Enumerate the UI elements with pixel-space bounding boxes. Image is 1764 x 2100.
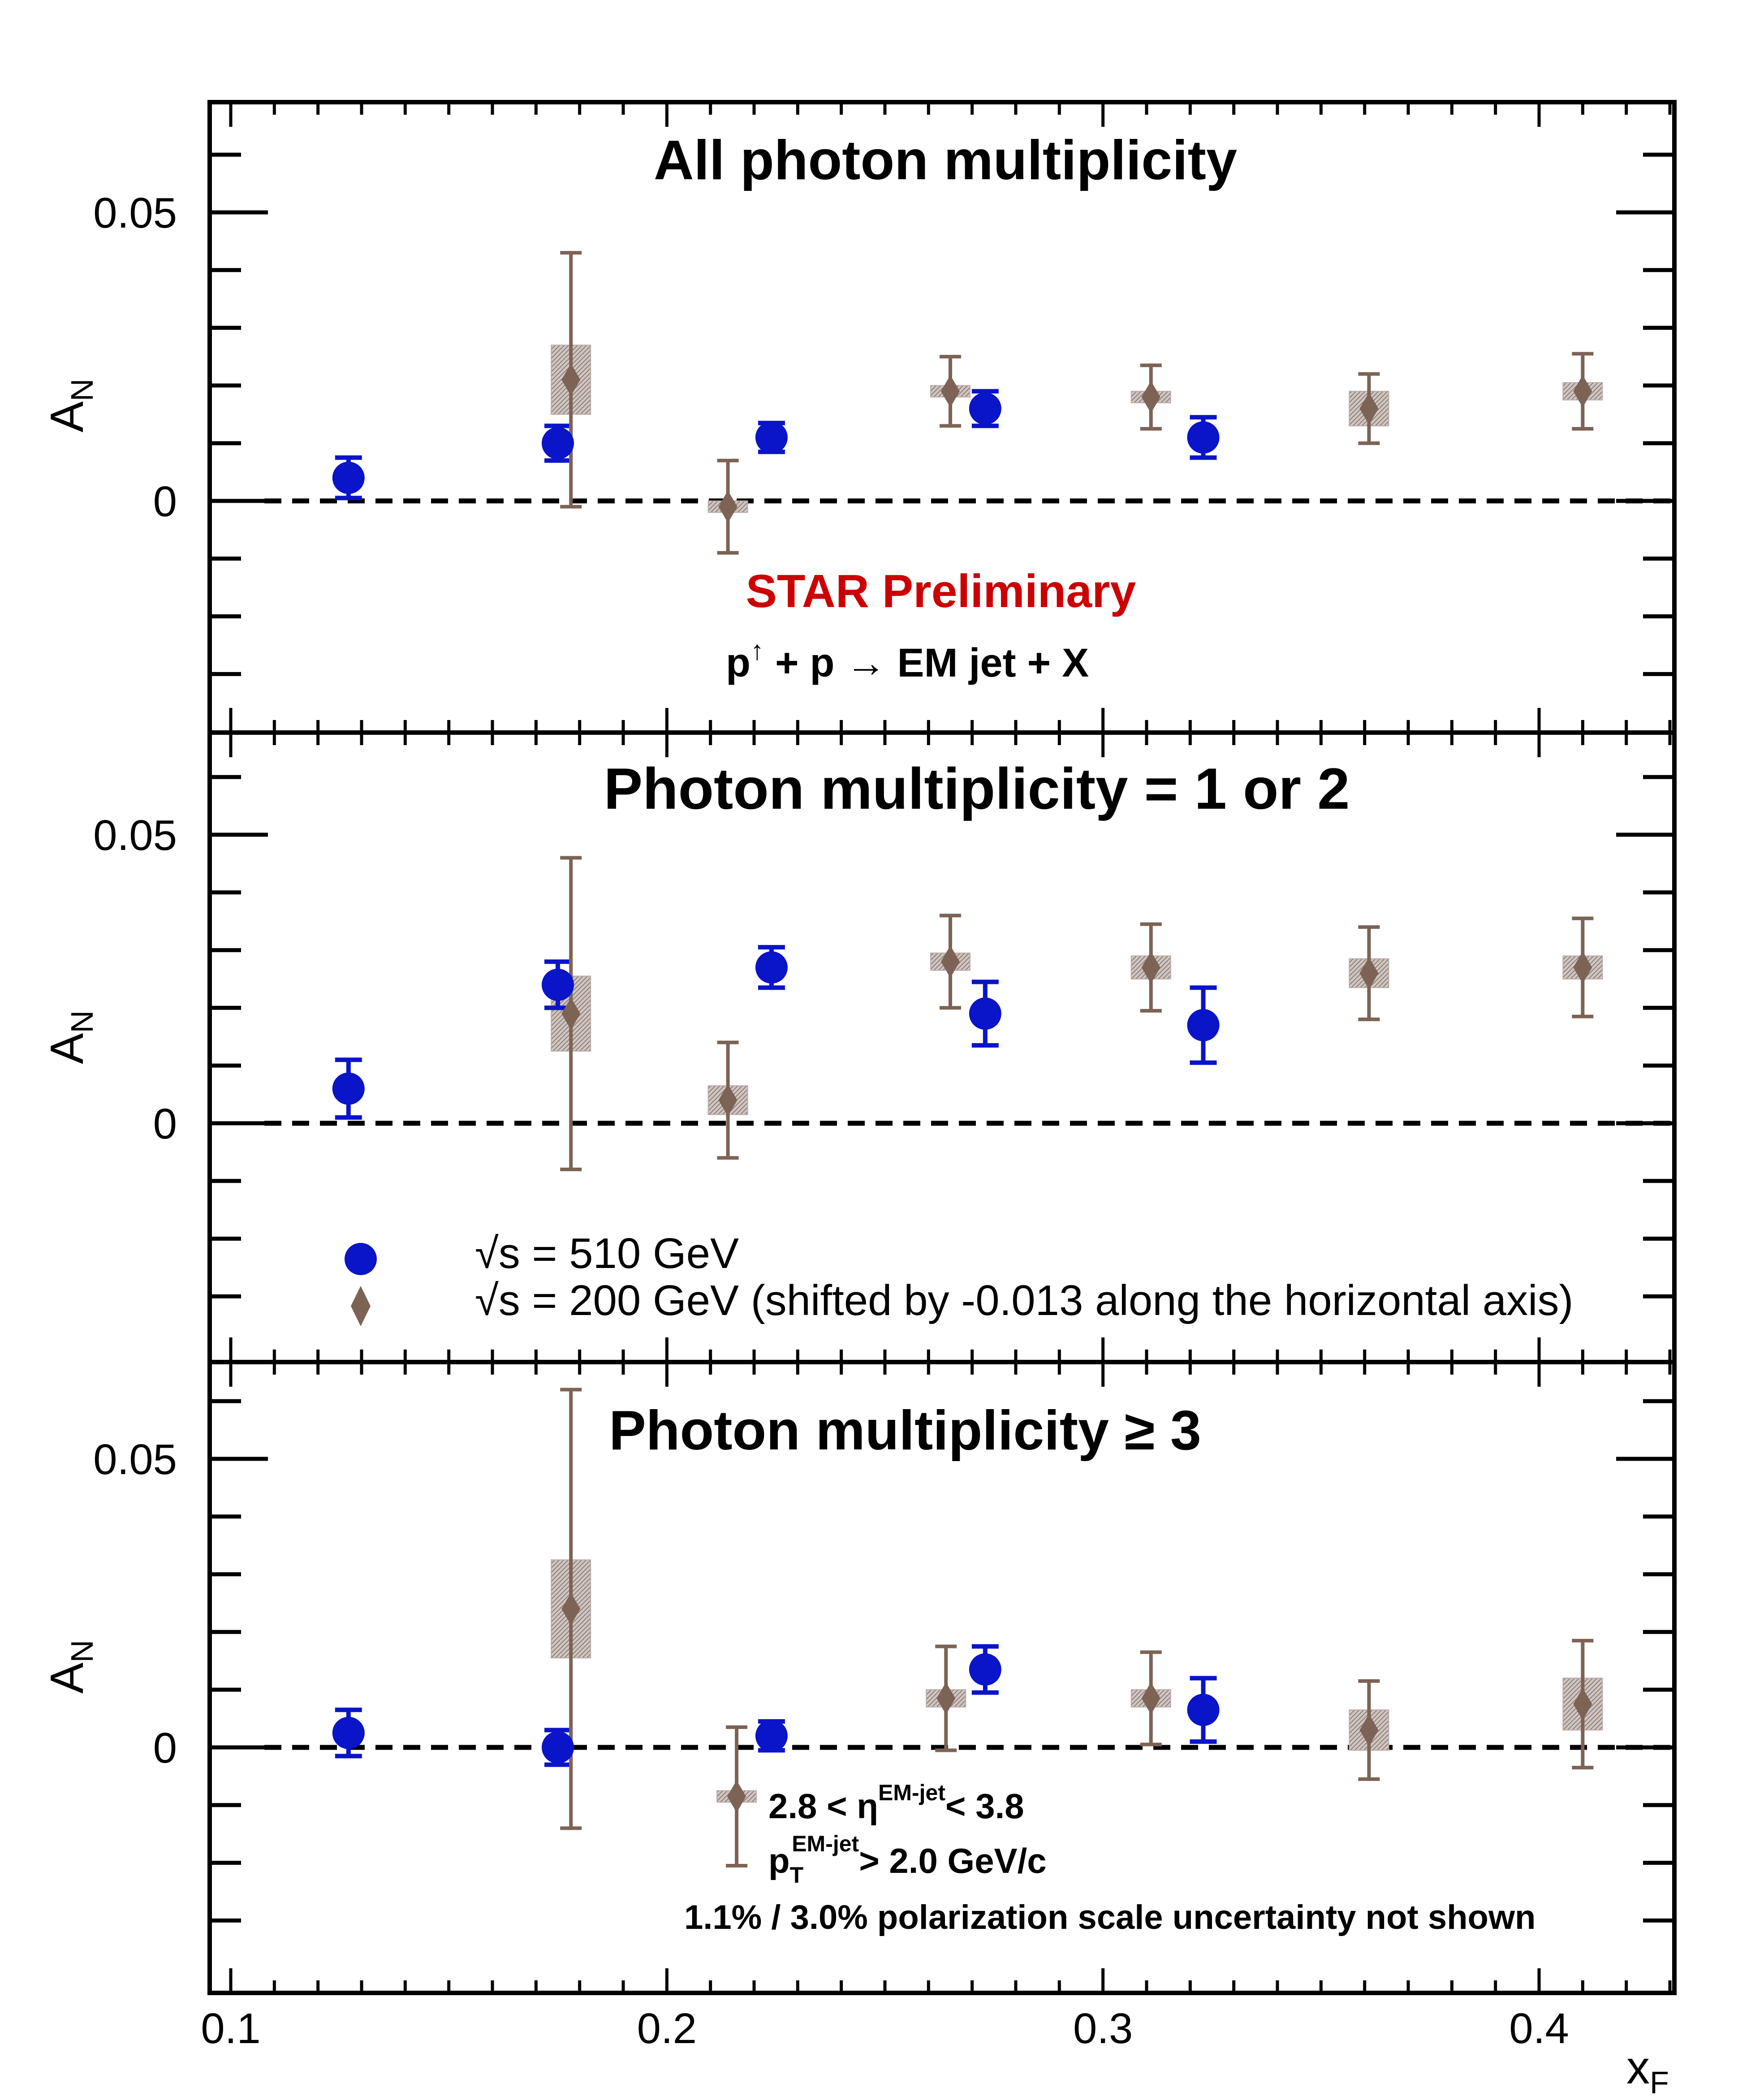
data-markers [332,945,1592,1117]
pt-cut-label: pTEM-jet> 2.0 GeV/c [768,1831,1047,1888]
error-bars [335,251,1594,555]
y-tick-labels: 00.05 [93,811,177,1148]
data-point-200 [718,490,738,523]
data-point-510 [755,421,788,454]
polarization-note: 1.1% / 3.0% polarization scale uncertain… [684,1898,1535,1936]
y-tick-label: 0.05 [93,1436,177,1483]
x-tick-labels: 0.1 0.2 0.3 0.4 [201,2005,1569,2053]
data-point-510 [755,1720,788,1752]
x-tick-label: 0.4 [1509,2005,1569,2053]
reaction-label: p↑ + p → EM jet + X [726,635,1089,686]
data-point-200 [1141,951,1160,984]
y-tick-label: 0 [153,478,177,526]
legend-marker-510 [345,1243,377,1275]
data-point-510 [542,427,574,460]
y-tick-labels: 00.05 [93,189,177,526]
axis-ticks [210,733,1674,1362]
data-point-200 [936,1682,956,1715]
x-tick-label: 0.3 [1073,2005,1133,2053]
star-preliminary-label: STAR Preliminary [746,565,1136,617]
data-point-200 [1141,381,1160,414]
data-point-510 [332,1716,365,1749]
data-point-510 [969,1653,1001,1686]
data-point-200 [1359,1714,1379,1746]
panel-title: Photon multiplicity ≥ 3 [609,1400,1201,1462]
data-point-510 [969,997,1001,1030]
x-tick-label: 0.2 [637,2005,697,2053]
data-point-510 [755,951,788,984]
legend-label-200: √s = 200 GeV (shifted by -0.013 along th… [475,1276,1573,1324]
data-point-200 [561,1592,581,1625]
x-axis-label: xF [1626,2042,1669,2100]
x-tick-label: 0.1 [201,2005,260,2053]
data-point-510 [1187,1009,1220,1042]
data-point-200 [1573,951,1592,984]
panel-title: Photon multiplicity = 1 or 2 [604,756,1350,821]
data-point-200 [561,997,581,1030]
y-tick-label: 0.05 [93,811,177,859]
data-point-510 [542,968,574,1001]
y-tick-label: 0 [153,1100,177,1148]
y-tick-label: 0.05 [93,189,177,237]
data-point-200 [718,1084,738,1117]
y-axis-label: AN [41,379,99,432]
kinematic-cuts: 2.8 < ηEM-jet< 3.8 pTEM-jet> 2.0 GeV/c 1… [684,1780,1535,1936]
y-axis-label: AN [41,1640,99,1694]
y-tick-labels: 00.05 [93,1436,177,1772]
data-point-510 [542,1731,574,1764]
systematic-boxes [551,953,1603,1115]
panel-multiplicity-1-or-2: 00.05 Photon multiplicity = 1 or 2 AN [41,733,1674,1362]
systematic-boxes [551,345,1603,513]
data-point-510 [969,392,1001,425]
data-point-200 [1359,957,1379,990]
data-point-200 [1359,392,1379,425]
panel-multiplicity-ge-3: 00.05 Photon multiplicity ≥ 3 AN [41,1362,1674,1993]
panel-all-photon: 00.05 All photon multiplicity AN [41,102,1674,733]
data-point-510 [332,461,365,494]
y-tick-label: 0 [153,1724,177,1772]
data-point-200 [941,375,960,408]
data-point-200 [1573,375,1592,408]
y-axis-label: AN [41,1010,99,1064]
data-point-510 [332,1072,365,1105]
data-markers [332,1592,1592,1813]
legend-marker-200 [351,1286,371,1326]
data-point-200 [561,363,581,396]
data-point-200 [727,1780,746,1813]
systematic-boxes [551,1559,1603,1803]
data-point-510 [1187,421,1220,454]
data-point-510 [1187,1694,1220,1726]
legend: √s = 510 GeV √s = 200 GeV (shifted by -0… [345,1229,1573,1326]
eta-cut-label: 2.8 < ηEM-jet< 3.8 [768,1780,1024,1826]
panel-title: All photon multiplicity [654,129,1237,191]
data-point-200 [1141,1682,1160,1715]
data-point-200 [1573,1688,1592,1721]
data-markers [332,363,1592,523]
data-point-200 [941,945,960,978]
axis-ticks [210,102,1674,733]
frame [207,100,1677,1995]
legend-label-510: √s = 510 GeV [475,1229,739,1277]
